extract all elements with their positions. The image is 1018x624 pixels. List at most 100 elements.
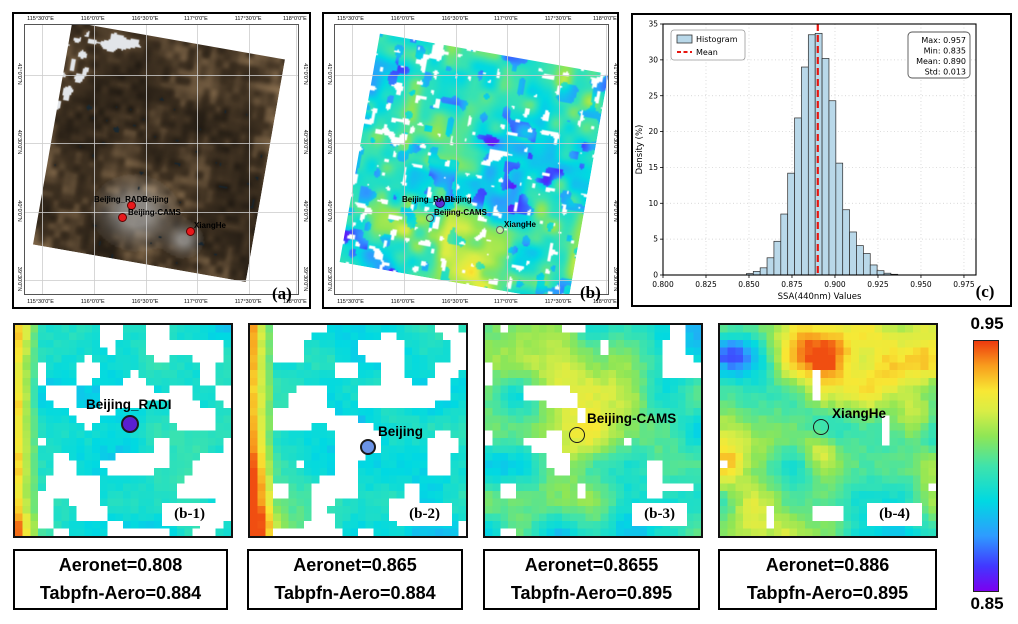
panel-a-label: (a) (272, 284, 292, 303)
graticule-line (456, 25, 457, 294)
histogram-bar (821, 58, 830, 276)
lon-tick-label: 118°0'0"E (592, 299, 617, 305)
graticule-line (93, 25, 95, 294)
panel-c-label: (c) (976, 282, 995, 301)
lon-tick-label: 118°0'0"E (282, 16, 307, 22)
subpanel-b3: Beijing-CAMS (b-3) (483, 323, 703, 538)
lon-tick-label: 116°0'0"E (390, 16, 415, 22)
ssa-histogram-chart: 0.800 0.825 0.850 0.875 0.900 0.925 0.950 0.975… (635, 20, 995, 302)
lon-tick-label: 117°30'0"E (234, 16, 262, 22)
lat-tick-label: 41°0'0"N (326, 63, 332, 85)
tabpfn-value: Tabpfn-Aero=0.895 (510, 582, 673, 603)
histogram-bar (828, 100, 837, 276)
panel-c-histogram: 0.800 0.825 0.850 0.875 0.900 0.925 0.950 0.975… (631, 13, 1012, 307)
panel-a-truecolor-map: Beijing_RADI Beijing Beijing-CAMS XiangH… (12, 12, 311, 309)
stats-line: Mean: 0.890 (916, 57, 966, 66)
graticule-line (335, 279, 608, 281)
graticule-line (351, 25, 353, 294)
subpanel-b2: Beijing (b-2) (248, 323, 468, 538)
site-label: Beijing-CAMS (587, 411, 677, 426)
graticule-line (249, 25, 251, 294)
lat-tick-label: 41°0'0"N (302, 63, 308, 85)
histogram-bar (787, 172, 795, 276)
graticule-line (41, 25, 43, 294)
lat-tick-label: 40°0'0"N (326, 200, 332, 222)
histogram-bar (856, 245, 864, 276)
axes-frame (662, 23, 977, 276)
lon-tick-label: 116°30'0"E (131, 16, 159, 22)
y-tick-label: 5 (653, 235, 658, 244)
x-tick-label: 0.875 (781, 280, 803, 289)
graticule-line (146, 25, 147, 294)
histogram-bar (869, 264, 878, 276)
lat-tick-label: 39°30'0"N (16, 266, 22, 291)
x-axis-label: SSA(440nm) Values (778, 292, 862, 302)
lon-tick-label: 115°30'0"E (27, 16, 54, 22)
site-label-beijing-radi: Beijing_RADI (94, 195, 145, 204)
aeronet-value: Aeronet=0.865 (293, 554, 417, 575)
x-tick-label: 0.975 (953, 280, 975, 289)
lon-tick-label: 118°0'0"E (282, 299, 307, 305)
subpanel-tag: (b-4) (867, 503, 922, 526)
site-marker-cams-dot (118, 213, 127, 222)
lon-tick-label: 117°0'0"E (183, 16, 208, 22)
histogram-bar (842, 209, 850, 276)
x-tick-label: 0.925 (867, 280, 889, 289)
panel-b-ssa-map: Beijing_RADI Beijing Beijing-CAMS XiangH… (322, 12, 619, 309)
lon-tick-label: 117°0'0"E (183, 299, 208, 305)
site-marker-open-circle (813, 419, 829, 435)
site-label-xianghe: XiangHe (504, 220, 537, 229)
lon-tick-label: 117°0'0"E (493, 299, 518, 305)
site-marker-filled-purple (121, 415, 139, 433)
y-tick-label: 30 (648, 55, 658, 64)
graticule-line (335, 75, 608, 77)
site-label-beijing-radi: Beijing_RADI (402, 195, 453, 204)
site-marker-xianghe-dot (186, 227, 195, 236)
lat-tick-label: 40°30'0"N (16, 129, 22, 155)
site-marker-xianghe-circle (496, 226, 504, 234)
lon-tick-label: 116°0'0"E (390, 299, 415, 305)
graticule-line (559, 25, 561, 294)
lat-tick-label: 40°0'0"N (16, 200, 22, 222)
site-marker-beijing-dot (127, 201, 136, 210)
x-tick-label: 0.900 (824, 280, 846, 289)
lat-tick-label: 40°30'0"N (326, 129, 332, 155)
histogram-bar (794, 117, 802, 276)
stats-line: Std: 0.013 (925, 68, 966, 77)
graticule-line (335, 211, 608, 213)
lat-tick-label: 39°30'0"N (302, 266, 308, 291)
histogram-bar (876, 270, 885, 276)
lon-tick-label: 116°30'0"E (441, 299, 469, 305)
histogram-bar (863, 253, 871, 276)
lat-tick-label: 40°0'0"N (612, 200, 618, 222)
tabpfn-value: Tabpfn-Aero=0.884 (274, 582, 436, 603)
ssa-zoom-image (485, 325, 701, 536)
y-axis-label: Density (%) (635, 125, 645, 175)
y-tick-label: 20 (648, 127, 658, 136)
site-marker-beijing-purple-dot (435, 198, 445, 208)
satellite-image (33, 25, 285, 283)
y-tick-label: 25 (648, 91, 658, 100)
value-box-b2: Aeronet=0.865 Tabpfn-Aero=0.884 (247, 549, 463, 610)
subpanel-tag: (b-2) (397, 503, 452, 526)
graticule-line (25, 142, 298, 144)
stats-box (907, 31, 971, 79)
graticule-line (25, 75, 298, 77)
tabpfn-value: Tabpfn-Aero=0.884 (39, 582, 202, 603)
site-label-beijing: Beijing (142, 195, 169, 204)
lon-tick-label: 117°0'0"E (493, 16, 518, 22)
legend-label-histogram: Histogram (696, 35, 738, 44)
x-tick-label: 0.825 (695, 280, 717, 289)
legend-label-mean: Mean (696, 48, 718, 57)
ssa-zoom-image (250, 325, 466, 536)
aeronet-value: Aeronet=0.886 (765, 554, 890, 575)
lon-tick-label: 116°30'0"E (441, 16, 469, 22)
lat-tick-label: 40°30'0"N (612, 129, 618, 155)
lat-tick-label: 40°0'0"N (302, 200, 308, 222)
legend-swatch-histogram (676, 34, 693, 44)
tabpfn-value: Tabpfn-Aero=0.895 (746, 582, 909, 603)
subpanel-tag: (b-3) (632, 503, 687, 526)
subpanel-b1: Beijing_RADI (b-1) (13, 323, 233, 538)
graticule-line (506, 25, 508, 294)
lon-tick-label: 116°0'0"E (80, 16, 105, 22)
